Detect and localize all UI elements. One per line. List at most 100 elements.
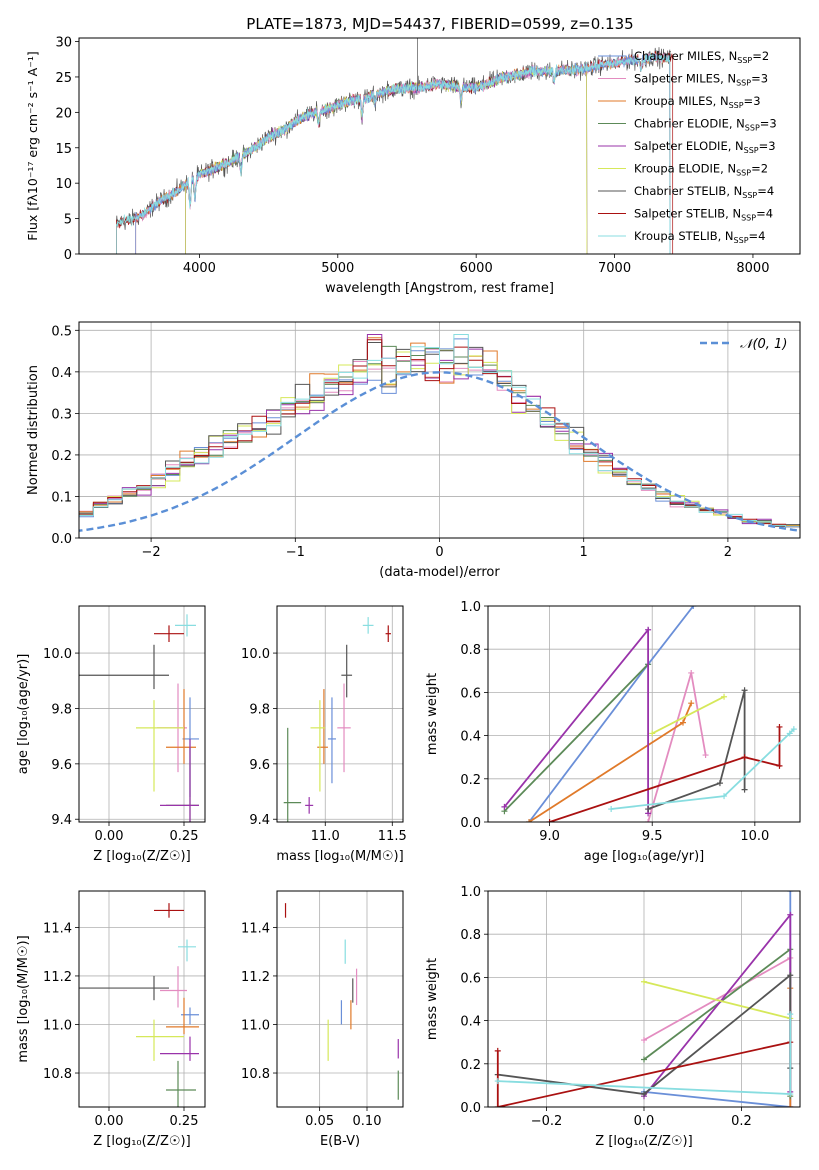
axes-frame [487,890,801,1108]
errorbar-point [310,700,326,792]
panel-residuals: −2 −1 0 1 2 0.0 0.1 0.2 0.3 0.4 0.5 (data-model)/er… [26,321,801,580]
legend-nssp-sub: SSP [729,101,744,110]
series-marker [787,1011,794,1018]
legend-nssp-value: 2 [762,49,769,63]
y-tick-label: 9.6 [249,758,270,773]
legend-nssp-prefix: , N [713,94,729,108]
legend-nssp-sub: SSP [734,236,749,245]
legend-nssp-eq: = [751,72,761,86]
series-marker [688,669,695,676]
series-marker [721,793,728,800]
legend-label: Kroupa ELODIE, NSSP=2 [634,162,768,178]
y-tick-label: 10.8 [43,1067,72,1082]
plot-area [284,903,399,1100]
legend-series-name: Salpeter STELIB [634,207,725,221]
spectrum-line [116,53,671,254]
y-tick-label: 0.0 [51,532,72,547]
errorbar-point [337,683,351,773]
legend-item: Kroupa STELIB, NSSP=4 [598,229,766,245]
legend-nssp-prefix: , N [728,139,744,153]
spectrum-line [116,50,674,254]
series-marker [645,806,652,813]
series-marker [680,719,686,726]
series-line [503,627,649,814]
series-marker [501,803,508,810]
y-tick-label: 0.2 [460,1058,481,1073]
legend-nssp-prefix: , N [720,72,736,86]
panel-weight-vs-age: 9.0 9.5 10.0 0.0 0.2 0.4 0.6 0.8 1.0 age [log₁₀(a… [425,600,801,864]
x-tick-label: 7000 [598,261,631,276]
errorbar-point [166,747,199,822]
series-marker [721,693,728,700]
legend-series-name: Kroupa STELIB [634,229,718,243]
y-tick-label: 10.0 [241,647,270,662]
legend-nssp-value: 3 [753,94,760,108]
axes-frame [78,890,206,1108]
series-marker [649,730,656,737]
series-marker [546,819,553,822]
legend-nssp-eq: = [749,229,759,243]
series-marker [688,700,695,707]
legend-nssp-value: 4 [758,229,765,243]
series-marker [641,1056,647,1063]
series-marker [716,780,723,787]
plot-area [79,903,199,1107]
histogram-step [79,339,800,530]
y-tick-label: 10.0 [43,647,72,662]
x-tick-label: 0.2 [731,1114,752,1129]
legend-nssp-prefix: , N [721,49,737,63]
legend-nssp-value: 4 [767,184,774,198]
legend-nssp-sub: SSP [741,214,756,223]
legend-item: Salpeter MILES, NSSP=3 [598,72,768,88]
series-line [643,956,792,1107]
y-tick-label: 11.0 [43,1018,72,1033]
legend-series-name: Kroupa MILES [634,94,713,108]
legend-item: Chabrier STELIB, NSSP=4 [598,184,774,200]
series-marker [494,1104,501,1107]
legend-nssp-sub: SSP [737,56,752,65]
errorbar-point [79,644,169,690]
histogram-step [79,349,800,532]
x-axis-label: E(B-V) [320,1134,360,1149]
x-tick-label: −0.2 [531,1114,563,1129]
y-tick-label: 9.4 [51,813,72,828]
errorbar-point [166,1060,196,1107]
y-axis-label: Flux [fλ10⁻¹⁷ erg cm⁻² s⁻¹ A⁻¹] [25,51,40,240]
legend-nssp-prefix: , N [725,207,741,221]
legend-label: Kroupa MILES, NSSP=3 [634,94,761,110]
legend-nssp-eq: = [760,117,770,131]
legend-nssp-value: 4 [766,207,773,221]
legend-nssp-value: 3 [769,117,776,131]
legend-nssp-eq: = [759,139,769,153]
legend-label: Chabrier ELODIE, NSSP=3 [634,117,777,133]
legend-nssp-prefix: , N [720,162,736,176]
errorbar-point [154,903,184,918]
series-marker [645,819,652,822]
series-line [643,947,792,1097]
series-marker [741,687,748,694]
series-marker [494,1047,501,1054]
y-axis-label: mass [log₁₀(M/M☉)] [16,935,31,1062]
series-line [496,1041,791,1107]
y-tick-label: 30 [55,36,72,51]
x-axis-label: wavelength [Angstrom, rest frame] [325,281,554,296]
legend-label: Kroupa STELIB, NSSP=4 [634,229,766,245]
plot-area [494,891,794,1107]
series-line [528,702,693,822]
y-tick-label: 0.4 [51,366,72,381]
plot-area [79,334,800,532]
series-marker [776,723,783,730]
x-tick-label: 0.00 [95,1114,124,1129]
legend-nssp-value: 3 [768,139,775,153]
x-tick-label: 0.10 [353,1114,382,1129]
series-line [503,663,649,812]
errorbar-point [341,644,353,698]
y-tick-label: 0.5 [51,324,72,339]
series-marker [787,1091,794,1098]
series-marker [786,730,793,737]
legend-item: Kroupa ELODIE, NSSP=2 [598,162,768,178]
legend-nssp-eq: = [744,94,754,108]
errorbar-point [317,689,328,764]
legend-series-name: Salpeter MILES [634,72,720,86]
x-axis-label: Z [log₁₀(Z/Z☉)] [595,1134,692,1149]
